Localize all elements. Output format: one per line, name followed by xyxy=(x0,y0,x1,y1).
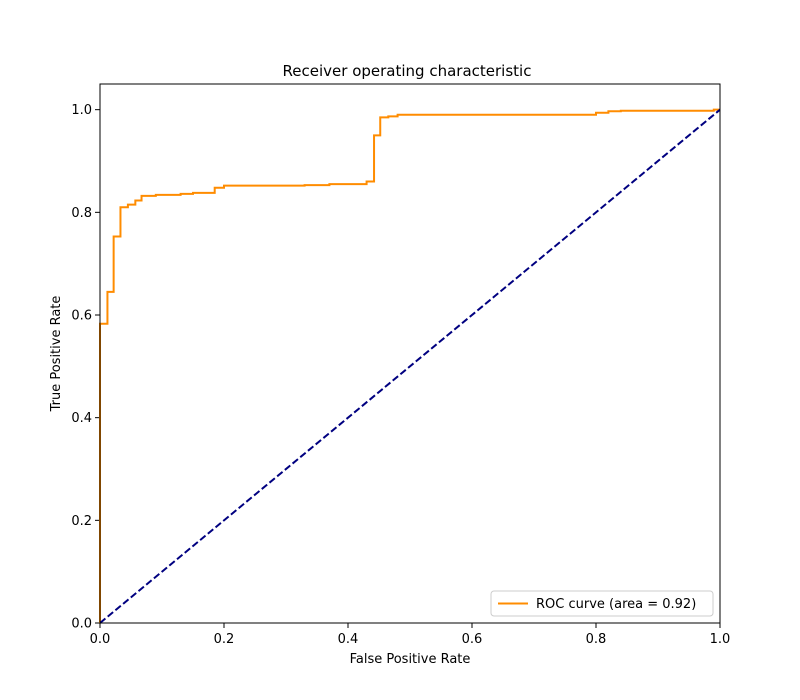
x-tick-label: 0.8 xyxy=(586,632,607,647)
plot-area xyxy=(100,84,720,623)
y-tick-label: 0.0 xyxy=(71,617,92,632)
legend-label-roc: ROC curve (area = 0.92) xyxy=(536,597,696,612)
y-tick-label: 1.0 xyxy=(71,103,92,118)
plot-frame xyxy=(99,83,721,624)
legend-box xyxy=(490,590,714,617)
chart-title: Receiver operating characteristic xyxy=(283,62,532,80)
legend: ROC curve (area = 0.92) xyxy=(490,590,714,617)
y-tick-label: 0.8 xyxy=(71,206,92,221)
roc-curve-line xyxy=(99,108,720,623)
axis-ticks: 0.0 0.2 0.4 0.6 0.8 1.0 0.0 0.2 0.4 0.6 0.8 1.0 xyxy=(71,103,730,647)
x-tick-label: 0.4 xyxy=(338,632,359,647)
x-tick-label: 1.0 xyxy=(710,632,731,647)
y-axis-label: True Positive Rate xyxy=(49,296,64,413)
x-tick-label: 0.0 xyxy=(90,632,111,647)
y-tick-label: 0.6 xyxy=(71,309,92,324)
x-tick-label: 0.2 xyxy=(214,632,235,647)
chance-diagonal-line xyxy=(99,108,721,624)
y-tick-label: 0.4 xyxy=(71,411,92,426)
x-tick-label: 0.6 xyxy=(462,632,483,647)
x-axis-label: False Positive Rate xyxy=(350,652,471,667)
series-layer xyxy=(99,108,721,624)
y-tick-label: 0.2 xyxy=(71,514,92,529)
